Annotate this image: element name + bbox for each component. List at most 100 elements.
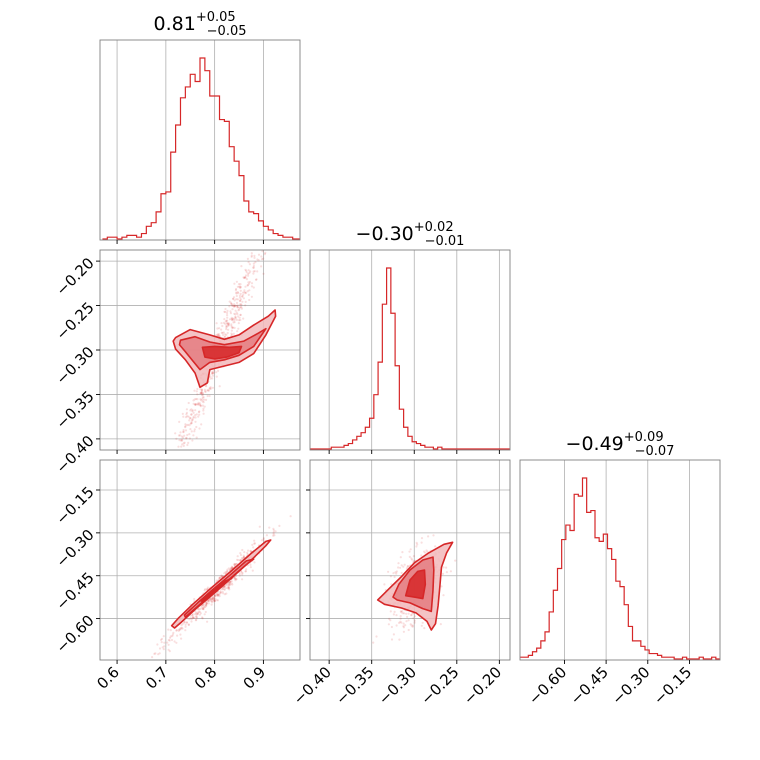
scatter-point xyxy=(243,291,246,294)
scatter-point xyxy=(256,270,259,273)
scatter-point xyxy=(423,550,426,553)
scatter-point xyxy=(255,278,258,281)
scatter-point xyxy=(241,295,244,298)
scatter-point xyxy=(158,652,161,655)
scatter-point xyxy=(233,577,236,580)
scatter-point xyxy=(228,588,231,591)
panel-p2d-2-1 xyxy=(306,459,511,664)
title-plus-1: +0.02 xyxy=(414,220,454,235)
scatter-point xyxy=(195,612,198,615)
scatter-point xyxy=(181,627,184,630)
scatter-point xyxy=(191,418,194,421)
scatter-point xyxy=(221,587,224,590)
scatter-point xyxy=(215,375,218,378)
scatter-point xyxy=(226,568,229,571)
scatter-point xyxy=(239,286,242,289)
scatter-point xyxy=(161,646,164,649)
scatter-point xyxy=(178,420,181,423)
scatter-point xyxy=(212,371,215,374)
plot-area xyxy=(520,460,720,660)
scatter-point xyxy=(218,385,221,388)
scatter-point xyxy=(413,615,416,618)
scatter-point xyxy=(193,430,196,433)
scatter-point xyxy=(196,612,199,615)
scatter-point xyxy=(206,620,209,623)
scatter-point xyxy=(232,332,235,335)
scatter-point xyxy=(394,571,397,574)
scatter-point xyxy=(202,401,205,404)
scatter-point xyxy=(399,566,402,569)
scatter-point xyxy=(192,399,195,402)
scatter-point xyxy=(239,285,242,288)
scatter-point xyxy=(231,583,234,586)
scatter-point xyxy=(234,313,237,316)
scatter-point xyxy=(218,576,221,580)
panel-p1d-1 xyxy=(309,249,511,454)
scatter-point xyxy=(186,415,189,418)
scatter-point xyxy=(246,284,249,287)
scatter-point xyxy=(193,389,196,392)
scatter-point xyxy=(181,443,184,446)
scatter-point xyxy=(226,587,229,590)
scatter-point xyxy=(227,567,230,570)
scatter-point xyxy=(409,548,412,551)
scatter-point xyxy=(275,213,277,215)
scatter-point xyxy=(193,428,196,431)
scatter-point xyxy=(158,478,160,480)
scatter-point xyxy=(194,403,197,406)
scatter-point xyxy=(292,178,294,180)
panel-frame xyxy=(309,459,511,661)
scatter-point xyxy=(210,597,213,600)
scatter-point xyxy=(235,578,238,581)
scatter-point xyxy=(223,593,226,596)
scatter-point xyxy=(188,433,191,436)
scatter-point xyxy=(184,429,188,432)
scatter-point xyxy=(266,244,268,246)
plot-area xyxy=(310,460,510,660)
scatter-point xyxy=(421,621,424,624)
scatter-point xyxy=(257,253,261,256)
scatter-point xyxy=(187,423,190,426)
scatter-point xyxy=(397,566,400,569)
scatter-point xyxy=(171,634,174,638)
scatter-point xyxy=(221,587,224,591)
scatter-point xyxy=(261,236,263,238)
scatter-point xyxy=(214,594,217,597)
x-tick-label: −0.35 xyxy=(332,663,377,708)
scatter-point xyxy=(413,621,416,624)
y-tick-label: −0.30 xyxy=(52,343,97,388)
scatter-point xyxy=(206,586,209,589)
scatter-point xyxy=(241,573,244,576)
scatter-point xyxy=(277,214,279,216)
scatter-point xyxy=(188,417,192,420)
scatter-point xyxy=(243,289,246,292)
scatter-point xyxy=(454,559,457,562)
scatter-point xyxy=(208,394,211,398)
scatter-point xyxy=(256,258,259,261)
scatter-point xyxy=(195,413,198,416)
scatter-point xyxy=(216,333,219,336)
scatter-point xyxy=(223,336,226,339)
scatter-point xyxy=(198,610,201,614)
scatter-point xyxy=(254,261,257,264)
scatter-point xyxy=(387,623,390,626)
scatter-point xyxy=(197,403,200,406)
scatter-point xyxy=(206,599,210,602)
scatter-point xyxy=(231,326,234,329)
scatter-point xyxy=(188,437,191,440)
scatter-point xyxy=(407,628,410,632)
scatter-point xyxy=(230,302,233,305)
scatter-point xyxy=(236,305,239,308)
plot-area xyxy=(310,250,510,450)
plot-area xyxy=(102,40,300,240)
scatter-point xyxy=(202,409,205,412)
scatter-point xyxy=(239,298,243,301)
scatter-point xyxy=(244,268,247,271)
scatter-point xyxy=(239,283,242,286)
scatter-point xyxy=(198,410,201,413)
scatter-point xyxy=(195,618,198,621)
scatter-point xyxy=(231,566,234,569)
x-tick-label: −0.60 xyxy=(525,663,570,708)
scatter-point xyxy=(210,600,213,603)
scatter-point xyxy=(190,421,193,425)
